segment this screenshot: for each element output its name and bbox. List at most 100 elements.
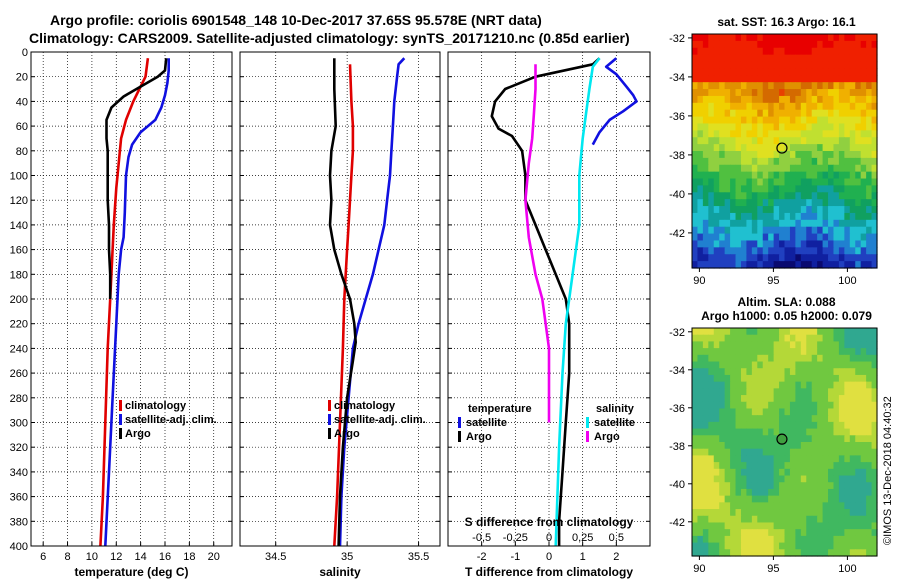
legend-entry: satellite xyxy=(466,417,507,429)
plot-frame xyxy=(239,51,441,547)
y-tick-label: 340 xyxy=(10,467,28,479)
plot-frame xyxy=(30,51,233,547)
legend-entry: Argo xyxy=(594,431,620,443)
x-axis-label: temperature (deg C) xyxy=(74,565,188,579)
legend-swatch xyxy=(119,400,122,411)
lat-tick-label: -40 xyxy=(669,189,685,201)
lat-tick-label: -38 xyxy=(669,150,685,162)
panel-salinity: 34.5 35 35.5 salinity climatology satellite-a… xyxy=(239,51,441,579)
y-tick-label: 160 xyxy=(10,245,28,257)
x-tick-label: 6 xyxy=(40,551,46,563)
y-tick-label: 20 xyxy=(16,72,28,84)
lat-tick-label: -34 xyxy=(669,72,685,84)
series-line-satellite-adj-clim- xyxy=(104,58,170,547)
lat-tick-label: -32 xyxy=(669,33,685,45)
map-title: Argo h1000: 0.05 h2000: 0.079 xyxy=(701,309,872,323)
lon-tick-label: 100 xyxy=(838,563,856,575)
y-tick-label: 100 xyxy=(10,171,28,183)
x-axis-label: salinity xyxy=(319,565,361,579)
series-line-climatology xyxy=(99,58,150,547)
map-sst: -32 -34 -36 -38 -40 -42 90 95 100 sat. SST: 16.3 … xyxy=(669,15,878,287)
legend-swatch xyxy=(586,431,589,442)
lon-tick-label: 100 xyxy=(838,275,856,287)
lon-tick-label: 95 xyxy=(767,563,779,575)
series-line-salinity-argo xyxy=(524,64,551,423)
map-raster xyxy=(692,34,878,269)
map-sla: -32 -34 -36 -38 -40 -42 90 95 100 Altim. SLA: 0.0… xyxy=(669,295,878,575)
argo-position-marker xyxy=(776,433,788,445)
series-line-climatology xyxy=(333,64,355,547)
x-tick-label: 35 xyxy=(341,551,353,563)
secondary-tick-label: 0 xyxy=(546,532,552,544)
x-tick-label: 35.5 xyxy=(408,551,429,563)
secondary-tick-label: 0,25 xyxy=(572,532,593,544)
map-title: sat. SST: 16.3 Argo: 16.1 xyxy=(717,15,856,29)
lat-tick-label: -34 xyxy=(669,365,685,377)
x-tick-label: 10 xyxy=(86,551,98,563)
x-tick-label: 8 xyxy=(64,551,70,563)
lat-tick-label: -42 xyxy=(669,228,685,240)
legend-entry: Argo xyxy=(334,428,360,440)
legend-entry: Argo xyxy=(125,428,151,440)
legend-swatch xyxy=(328,400,331,411)
x-tick-label: 16 xyxy=(159,551,171,563)
y-tick-label: 200 xyxy=(10,294,28,306)
lat-tick-label: -32 xyxy=(669,327,685,339)
lon-tick-label: 95 xyxy=(767,275,779,287)
x-tick-label: 1 xyxy=(580,551,586,563)
legend-swatch xyxy=(458,431,461,442)
y-tick-label: 140 xyxy=(10,220,28,232)
x-tick-label: -1 xyxy=(510,551,520,563)
map-title: Altim. SLA: 0.088 xyxy=(737,295,835,309)
series-line-satellite-adj-clim- xyxy=(338,57,406,547)
y-tick-label: 80 xyxy=(16,146,28,158)
title-line-1: Argo profile: coriolis 6901548_148 10-De… xyxy=(50,12,542,28)
lat-tick-label: -42 xyxy=(669,517,685,529)
lat-tick-label: -40 xyxy=(669,479,685,491)
series-line-argo xyxy=(105,58,168,299)
legend-swatch xyxy=(119,428,122,439)
x-tick-label: 12 xyxy=(110,551,122,563)
panel-temperature: 0 20 40 60 80 100 120 140 160 180 200 220 240 260 280 3… xyxy=(10,47,233,579)
legend-swatch xyxy=(586,417,589,428)
series-line-temperature-satellite xyxy=(591,57,638,146)
y-tick-label: 320 xyxy=(10,442,28,454)
map-raster xyxy=(692,328,878,557)
legend-swatch xyxy=(328,414,331,425)
lat-tick-label: -36 xyxy=(669,403,685,415)
legend-swatch xyxy=(328,428,331,439)
legend-entry: satellite-adj. clim. xyxy=(125,414,217,426)
legend-title-temperature: temperature xyxy=(468,403,532,415)
secondary-tick-label: -0,25 xyxy=(503,532,528,544)
y-tick-label: 120 xyxy=(10,195,28,207)
y-tick-label: 220 xyxy=(10,319,28,331)
y-tick-label: 360 xyxy=(10,492,28,504)
plot-frame xyxy=(447,51,651,547)
lat-tick-label: -36 xyxy=(669,111,685,123)
series-line-salinity-satellite xyxy=(554,57,601,547)
lat-tick-label: -38 xyxy=(669,441,685,453)
map-frame xyxy=(691,327,878,557)
y-tick-label: 60 xyxy=(16,121,28,133)
y-tick-label: 300 xyxy=(10,418,28,430)
legend-entry: satellite-adj. clim. xyxy=(334,414,426,426)
legend-swatch xyxy=(458,417,461,428)
x-tick-label: 34.5 xyxy=(265,551,286,563)
x-tick-label: 2 xyxy=(613,551,619,563)
title-line-2: Climatology: CARS2009. Satellite-adjuste… xyxy=(29,30,630,46)
x-tick-label: 20 xyxy=(208,551,220,563)
panel-difference: -2 -1 0 1 2 T difference from climatology temp… xyxy=(447,51,651,579)
argo-position-marker xyxy=(776,142,788,154)
map-frame xyxy=(691,33,878,269)
y-tick-label: 240 xyxy=(10,343,28,355)
y-tick-label: 0 xyxy=(22,47,28,59)
timestamp-stamp: ©IMOS 13-Dec-2018 04:40:32 xyxy=(882,396,894,545)
y-tick-label: 180 xyxy=(10,269,28,281)
y-tick-label: 280 xyxy=(10,393,28,405)
y-tick-label: 380 xyxy=(10,516,28,528)
legend-entry: climatology xyxy=(125,400,187,412)
secondary-tick-label: -0,5 xyxy=(472,532,491,544)
x-tick-label: 0 xyxy=(546,551,552,563)
y-tick-label: 40 xyxy=(16,96,28,108)
